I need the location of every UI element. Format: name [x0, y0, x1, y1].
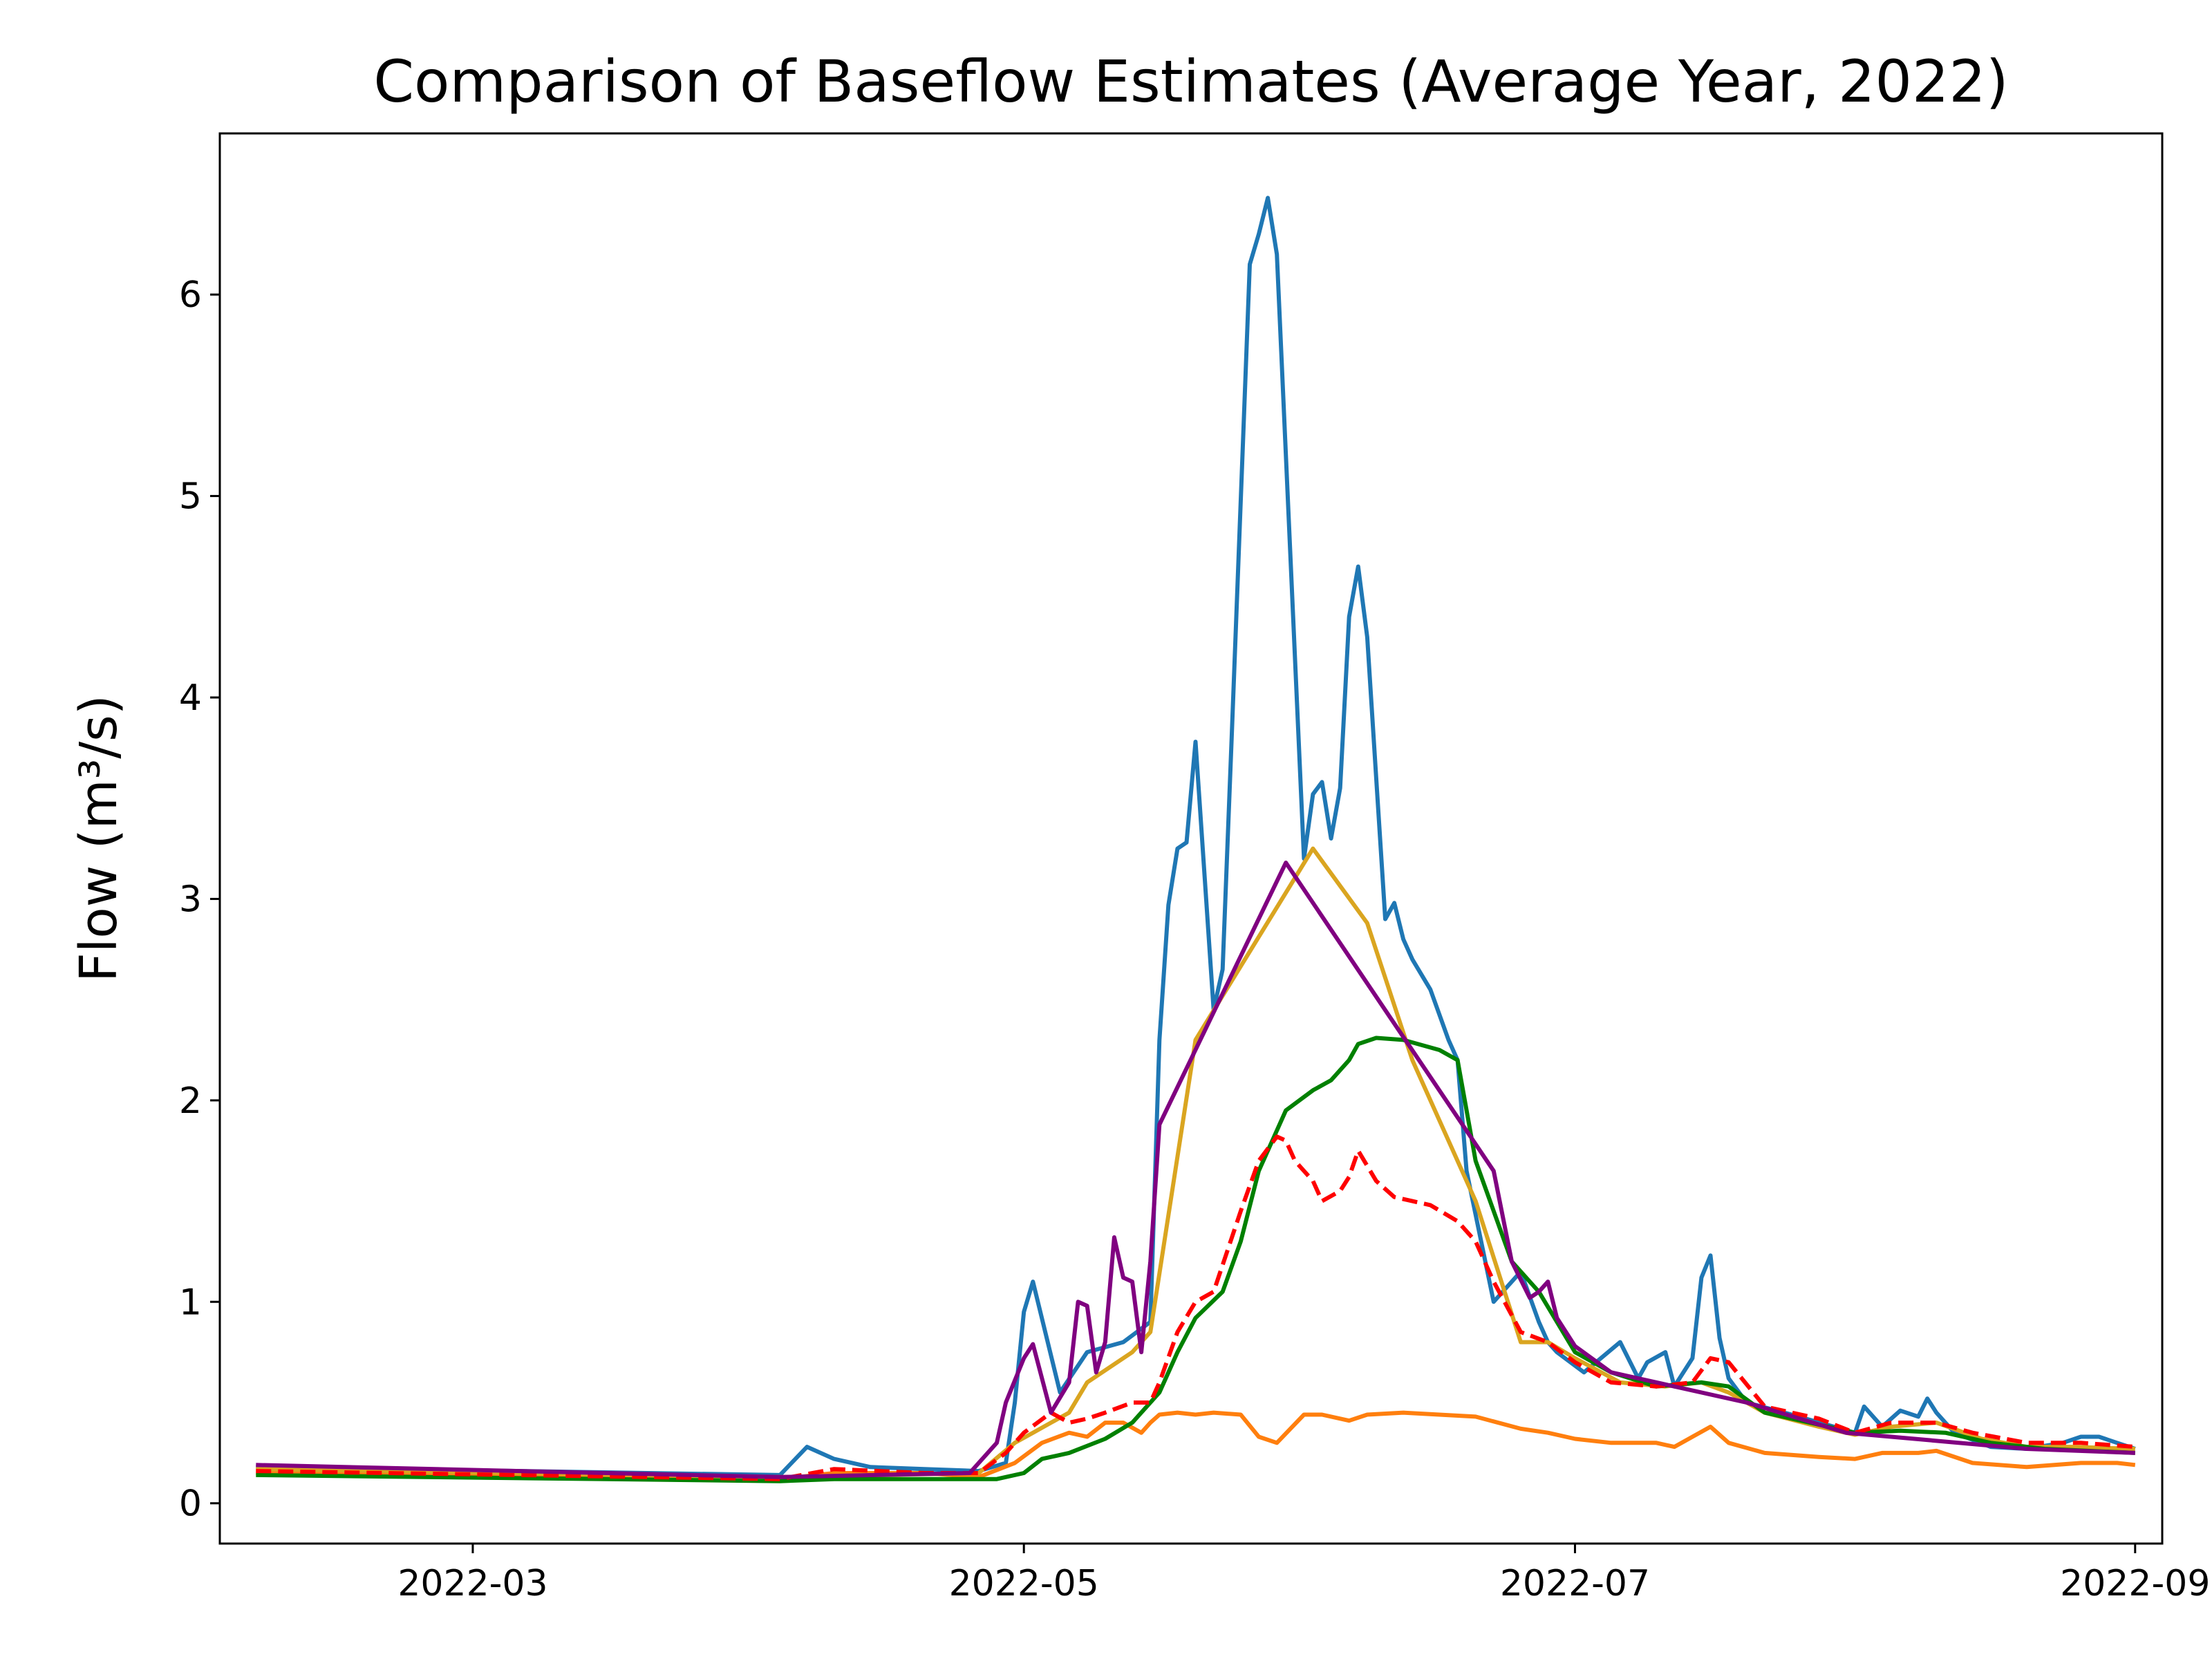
chart-title: Comparison of Baseflow Estimates (Averag…: [373, 48, 2008, 115]
y-axis-label: Flow (m³/s): [69, 695, 129, 982]
x-axis-ticks: 2022-03 2022-05 2022-07 2022-09: [397, 1544, 2210, 1604]
series-line-5: [256, 1134, 2136, 1481]
y-tick-label: 4: [179, 677, 202, 719]
x-tick-label: 2022-07: [1500, 1563, 1650, 1604]
y-tick-label: 2: [179, 1080, 202, 1122]
y-axis-ticks: 0 1 2 3 4 5 6: [179, 274, 220, 1525]
series-line-2: [256, 1410, 2136, 1481]
series-layer: [256, 196, 2136, 1483]
x-tick-label: 2022-05: [949, 1563, 1099, 1604]
series-line-4: [256, 1035, 2135, 1483]
x-tick-label: 2022-09: [2060, 1563, 2210, 1604]
series-line-3: [256, 846, 2135, 1479]
y-tick-label: 3: [179, 879, 202, 920]
y-tick-label: 0: [179, 1483, 202, 1525]
y-tick-label: 1: [179, 1282, 202, 1323]
x-tick-label: 2022-03: [397, 1563, 547, 1604]
series-line-6: [256, 861, 2135, 1479]
y-tick-label: 5: [179, 476, 202, 518]
plot-area: [218, 132, 2164, 1545]
y-tick-label: 6: [179, 274, 202, 316]
series-line-1: [256, 196, 2136, 1477]
